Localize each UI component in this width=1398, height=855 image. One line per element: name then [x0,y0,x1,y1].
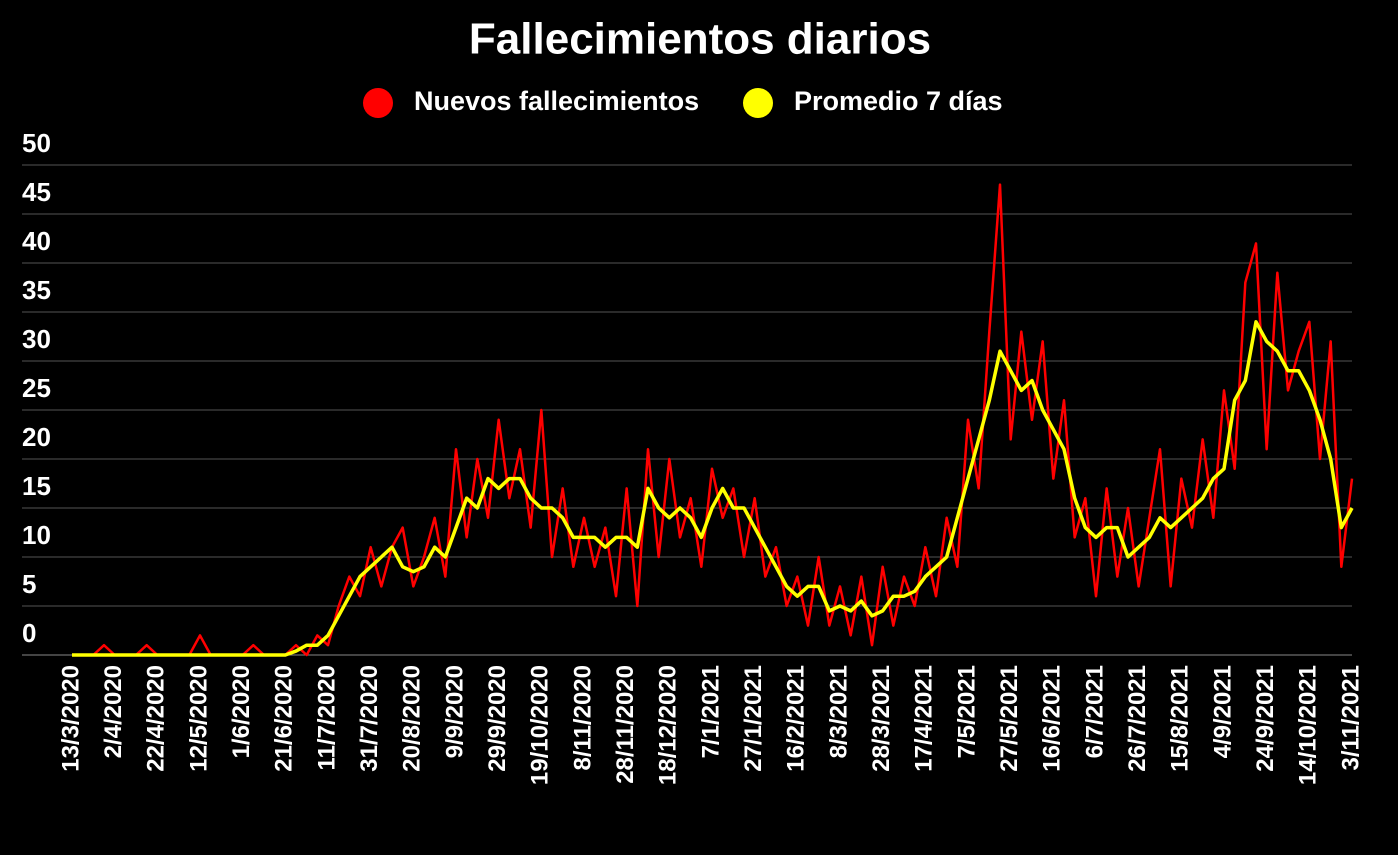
y-tick-label: 40 [22,226,51,256]
y-tick-label: 35 [22,275,51,305]
x-tick-label: 21/6/2020 [271,665,298,772]
y-tick-label: 50 [22,128,51,158]
series-line [72,320,1354,657]
y-tick-label: 25 [22,373,51,403]
y-tick-label: 30 [22,324,51,354]
x-tick-label: 28/3/2021 [868,665,895,772]
x-tick-label: 24/9/2021 [1252,665,1279,772]
x-tick-label: 31/7/2020 [356,665,383,772]
x-tick-label: 12/5/2020 [185,665,212,772]
y-tick-label: 20 [22,422,51,452]
x-tick-label: 15/8/2021 [1167,665,1194,772]
x-tick-label: 16/6/2021 [1039,665,1066,772]
x-tick-label: 17/4/2021 [911,665,938,772]
x-tick-label: 4/9/2021 [1209,665,1236,758]
x-tick-label: 14/10/2021 [1295,665,1322,785]
x-tick-label: 16/2/2021 [783,665,810,772]
x-tick-label: 19/10/2020 [527,665,554,785]
x-tick-label: 2/4/2020 [100,665,127,758]
x-tick-label: 13/3/2020 [57,665,84,772]
legend-label: Nuevos fallecimientos [414,86,699,116]
x-tick-label: 1/6/2020 [228,665,255,758]
y-tick-label: 10 [22,520,51,550]
x-tick-label: 8/11/2020 [569,665,596,770]
chart-title: Fallecimientos diarios [469,15,931,64]
x-tick-label: 11/7/2020 [313,665,340,770]
x-tick-label: 9/9/2020 [441,665,468,758]
legend-label: Promedio 7 días [794,86,1003,116]
x-tick-label: 28/11/2020 [612,665,639,784]
x-tick-label: 29/9/2020 [484,665,511,772]
x-tick-label: 7/1/2021 [697,665,724,758]
x-tick-label: 20/8/2020 [399,665,426,772]
y-tick-label: 45 [22,177,51,207]
x-tick-label: 3/11/2021 [1337,665,1364,770]
x-tick-label: 27/5/2021 [996,665,1023,772]
y-tick-label: 0 [22,618,36,648]
x-tick-label: 22/4/2020 [143,665,170,772]
x-tick-label: 26/7/2021 [1124,665,1151,772]
y-tick-label: 15 [22,471,51,501]
x-tick-label: 18/12/2020 [655,665,682,785]
legend-marker [743,88,773,118]
y-tick-label: 5 [22,569,36,599]
x-tick-label: 7/5/2021 [953,665,980,758]
x-tick-label: 8/3/2021 [825,665,852,758]
x-tick-label: 27/1/2021 [740,665,767,772]
legend-marker [363,88,393,118]
x-tick-label: 6/7/2021 [1081,665,1108,758]
